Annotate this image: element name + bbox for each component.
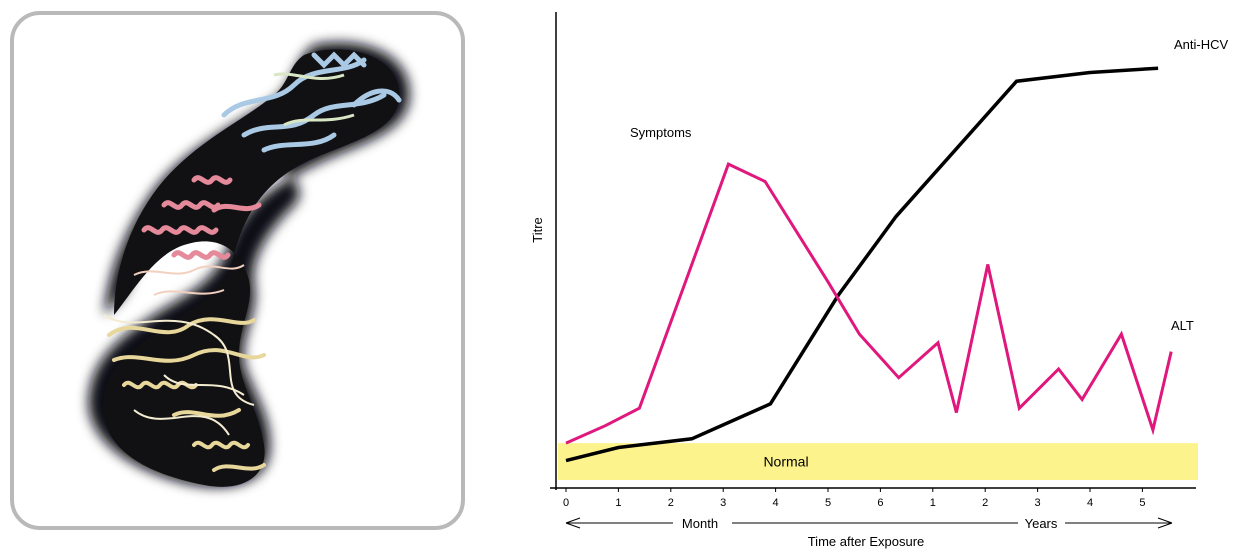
- series-line-anti-hcv: [565, 66, 1159, 463]
- x-tick-label: 0: [563, 497, 569, 509]
- x-tick-label: 6: [877, 497, 883, 509]
- x-tick-label: 5: [825, 497, 831, 509]
- x-tick-label: 4: [1087, 497, 1093, 509]
- hcv-titre-chart: Normal 0 1 2 3 4 5 6 1 2 3 4 5 Titre Time after Exp…: [470, 0, 1239, 552]
- x-tick-label: 2: [668, 497, 674, 509]
- series-layer: [565, 66, 1173, 463]
- x-tick-label: 2: [982, 497, 988, 509]
- month-label: Month: [682, 516, 718, 531]
- x-tick-label: 3: [720, 497, 726, 509]
- series-label-anti-hcv: Anti-HCV: [1174, 37, 1229, 52]
- x-tick-label: 4: [773, 497, 779, 509]
- y-axis-label: Titre: [530, 217, 545, 243]
- series-label-alt: ALT: [1171, 318, 1194, 333]
- x-tick-label: 5: [1139, 497, 1145, 509]
- chart-svg: Normal 0 1 2 3 4 5 6 1 2 3 4 5 Titre Time after Exp…: [530, 12, 1229, 549]
- x-tick-label: 1: [930, 497, 936, 509]
- normal-band: [558, 443, 1198, 480]
- arrow-left-head: [565, 517, 581, 529]
- x-tick-label: 1: [615, 497, 621, 509]
- normal-band-label: Normal: [763, 454, 808, 470]
- series-line-alt: [565, 162, 1173, 445]
- x-tick-label: 3: [1035, 497, 1041, 509]
- years-label: Years: [1025, 516, 1058, 531]
- period-arrows: Month Years: [565, 516, 1173, 531]
- arrow-right-head: [1157, 517, 1173, 529]
- x-ticks: 0 1 2 3 4 5 6 1 2 3 4 5: [563, 488, 1145, 509]
- protein-ribbon-image: [88, 42, 410, 487]
- protein-structure-panel: [10, 11, 465, 530]
- x-axis-label: Time after Exposure: [808, 534, 925, 549]
- symptoms-annotation: Symptoms: [630, 125, 692, 140]
